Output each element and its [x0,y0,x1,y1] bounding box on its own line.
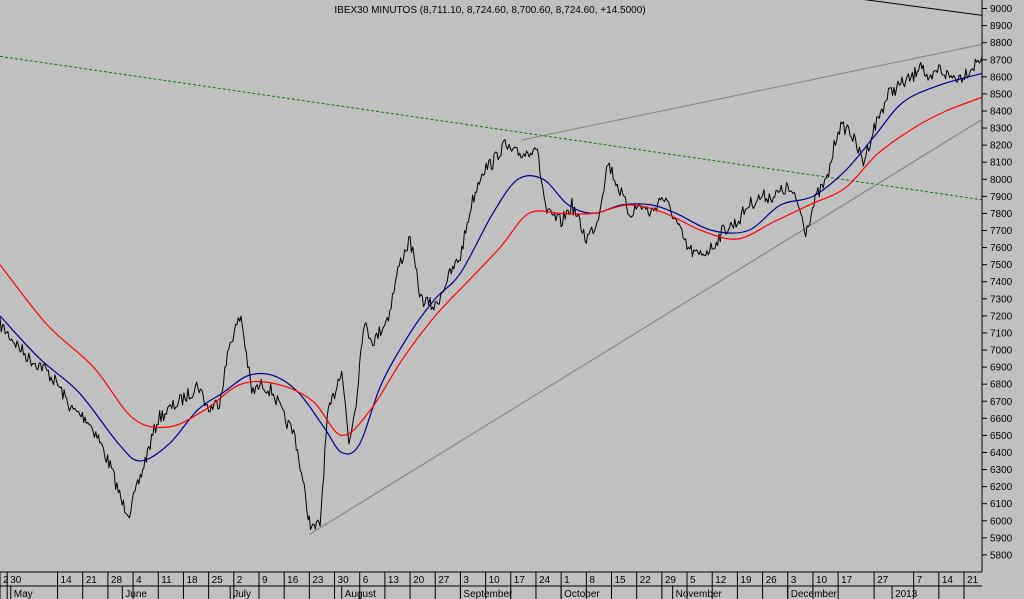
chart-title: IBEX30 MINUTOS (8,711.10, 8,724.60, 8,70… [334,5,645,16]
x-tick-label: 4 [136,575,142,586]
y-tick-label: 6400 [990,448,1013,459]
series-line-1 [0,72,983,462]
y-tick-label: 6700 [990,397,1013,408]
x-tick-label: 25 [212,575,224,586]
y-tick-label: 8900 [990,21,1013,32]
x-tick-label: 18 [186,575,198,586]
y-tick-label: 8200 [990,141,1013,152]
x-tick-label: 19 [740,575,752,586]
x-tick-label: 11 [161,575,172,586]
series-line-0 [0,56,983,531]
x-tick-label: 16 [287,575,299,586]
plot-area [0,0,982,572]
month-label: September [463,589,513,599]
y-tick-label: 7000 [990,346,1013,357]
y-tick-label: 7300 [990,294,1013,305]
y-tick-label: 7700 [990,226,1013,237]
y-tick-label: 6200 [990,482,1013,493]
y-tick-label: 6500 [990,431,1013,442]
y-tick-label: 6300 [990,465,1013,476]
x-tick-label: 27 [877,575,889,586]
x-tick-label: 13 [388,575,400,586]
y-axis-panel [982,0,1024,572]
trendline [863,0,983,16]
y-tick-label: 7600 [990,243,1013,254]
x-tick-label: 22 [640,575,652,586]
x-tick-label: 2 [3,575,9,586]
y-tick-label: 6600 [990,414,1013,425]
trendline [309,119,983,535]
x-tick-label: 30 [10,575,22,586]
y-tick-label: 8600 [990,72,1013,83]
x-tick-label: 20 [413,575,425,586]
x-tick-label: 23 [312,575,324,586]
series-group [0,56,983,531]
x-tick-label: 30 [338,575,350,586]
y-tick-label: 7500 [990,260,1013,271]
x-tick-label: 10 [489,575,501,586]
month-label: December [791,589,838,599]
y-tick-label: 7400 [990,277,1013,288]
y-axis: 5800 5900 6000 6100 6200 6300 6400 6500 6600 6700… [982,4,1013,561]
month-label: August [345,589,376,599]
x-tick-label: 12 [715,575,727,586]
y-tick-label: 8800 [990,38,1013,49]
x-tick-label: 21 [967,575,979,586]
x-tick-label: 7 [917,575,923,586]
x-axis: 2 30 14 21 28 4 11 18 25 2 9 16 23 30 6 13 20 27 3 10 17 24 1 8… [0,572,979,599]
x-tick-label: 8 [589,575,595,586]
x-tick-label: 14 [61,575,73,586]
trendline [521,43,983,141]
x-tick-label: 9 [262,575,268,586]
x-tick-label: 10 [816,575,828,586]
x-tick-label: 17 [514,575,526,586]
x-tick-label: 24 [539,575,551,586]
x-tick-label: 28 [111,575,123,586]
x-tick-label: 15 [615,575,627,586]
trendline [0,55,983,201]
x-tick-label: 21 [86,575,98,586]
x-tick-label: 17 [841,575,853,586]
x-tick-label: 3 [463,575,469,586]
y-tick-label: 8500 [990,89,1013,100]
series-line-2 [0,96,983,437]
month-label: June [125,589,147,599]
y-tick-label: 7200 [990,311,1013,322]
x-tick-label: 26 [766,575,778,586]
x-tick-label: 3 [791,575,797,586]
x-tick-label: 6 [363,575,369,586]
y-tick-label: 5900 [990,533,1013,544]
x-tick-label: 5 [690,575,696,586]
y-tick-label: 6800 [990,380,1013,391]
month-label: October [564,589,600,599]
x-tick-label: 2 [237,575,243,586]
month-label: July [233,589,251,599]
y-tick-label: 6100 [990,499,1013,510]
month-label: May [14,589,33,599]
month-label: November [676,589,723,599]
y-tick-label: 8400 [990,106,1013,117]
y-tick-label: 6000 [990,516,1013,527]
y-tick-label: 7800 [990,209,1013,220]
y-tick-label: 6900 [990,363,1013,374]
y-tick-label: 9000 [990,4,1013,15]
x-tick-label: 27 [438,575,450,586]
trendlines [0,0,983,535]
x-tick-label: 29 [665,575,677,586]
month-label: 2013 [895,589,918,599]
x-tick-label: 14 [942,575,954,586]
y-tick-label: 7900 [990,192,1013,203]
y-tick-label: 8300 [990,124,1013,135]
y-tick-label: 8000 [990,175,1013,186]
y-tick-label: 8700 [990,55,1013,66]
y-tick-label: 7100 [990,328,1013,339]
y-tick-label: 5800 [990,550,1013,561]
y-tick-label: 8100 [990,158,1013,169]
x-tick-label: 1 [564,575,570,586]
